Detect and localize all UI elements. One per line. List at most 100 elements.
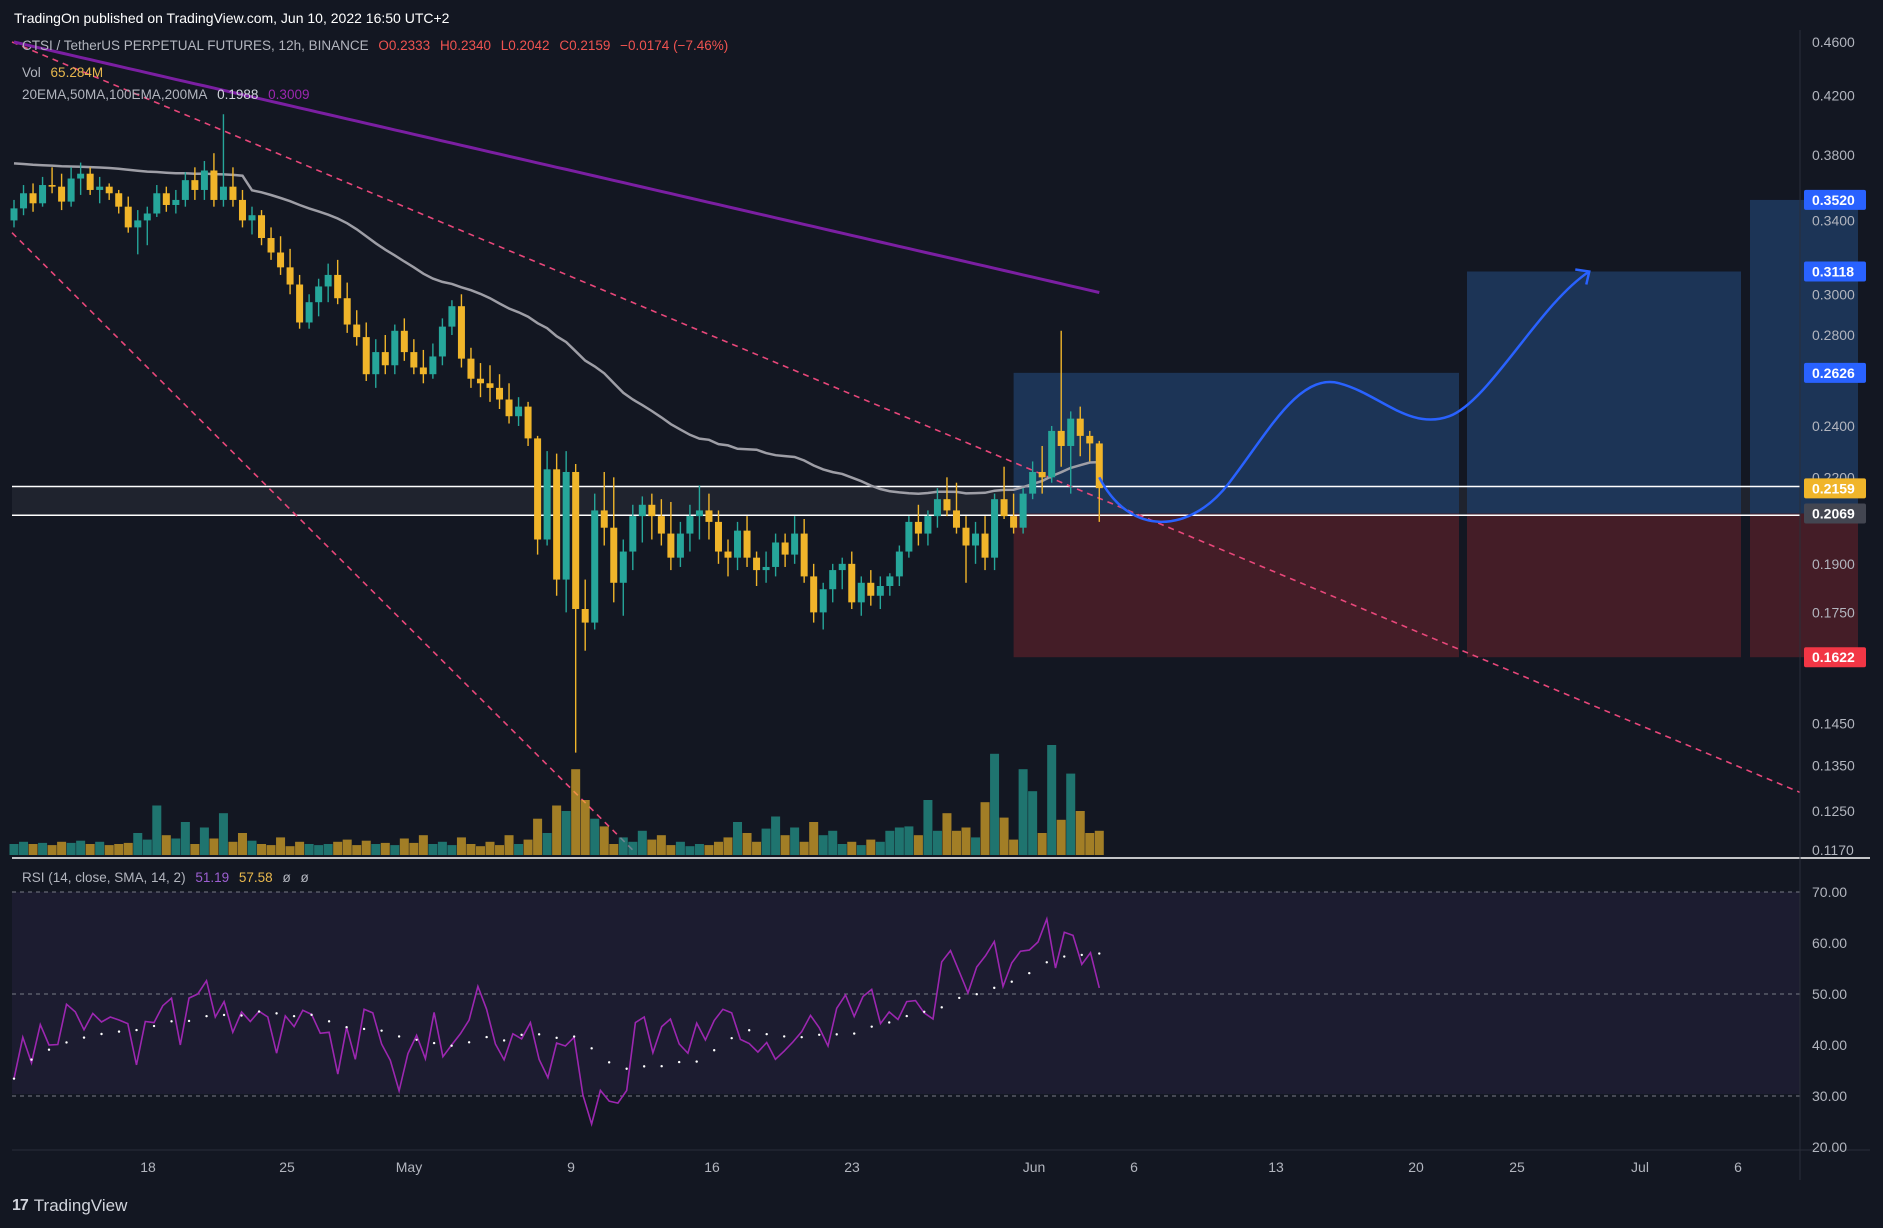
- candle-body: [1019, 493, 1027, 528]
- projection-curve: [1098, 270, 1590, 524]
- volume-bar: [704, 845, 714, 855]
- volume-bar: [799, 841, 809, 855]
- rsi-tick: 50.00: [1812, 986, 1847, 1002]
- candle-body: [876, 586, 884, 596]
- rsi-sma-dot: [625, 1067, 628, 1070]
- candle-body: [296, 284, 304, 323]
- moving-averages: [13, 40, 1100, 495]
- volume-bar: [447, 845, 457, 855]
- candle-body: [353, 324, 361, 338]
- volume-bar: [1009, 839, 1019, 855]
- volume-bar: [647, 839, 657, 855]
- volume-bar: [599, 826, 609, 855]
- time-tick: May: [396, 1159, 422, 1175]
- candle-body: [553, 469, 561, 580]
- rsi-extra-2: ø: [300, 870, 309, 885]
- volume-bar: [790, 827, 800, 855]
- time-tick: 6: [1734, 1159, 1742, 1175]
- price-marker-label: 0.2626: [1812, 365, 1855, 381]
- candle-body: [1000, 499, 1008, 517]
- volume-bar: [542, 833, 552, 855]
- rsi-sma-dot: [467, 1041, 471, 1044]
- price-axis[interactable]: 0.4600 0.4200 0.3800 0.3400 0.3000 0.2800 0.24…: [1804, 34, 1866, 1155]
- candle-body: [676, 533, 684, 558]
- candle-body: [1057, 430, 1065, 446]
- rsi-sma-dot: [310, 1013, 313, 1017]
- volume-bar: [123, 842, 133, 855]
- rsi-sma-dot: [65, 1041, 68, 1044]
- candle-body: [543, 469, 551, 540]
- low-value: L0.2042: [500, 38, 550, 53]
- rsi-sma-dot: [537, 1033, 541, 1036]
- candle-body: [238, 199, 246, 221]
- volume-bar: [237, 833, 247, 855]
- time-tick: 23: [844, 1159, 860, 1175]
- candle-body: [1086, 435, 1094, 444]
- ma-label[interactable]: 20EMA,50MA,100EMA,200MA: [22, 87, 208, 102]
- volume-bar: [694, 844, 704, 855]
- volume-bar: [504, 835, 514, 855]
- volume-bar: [133, 833, 143, 855]
- volume-bar: [685, 846, 695, 855]
- rsi-sma-dot: [205, 1014, 208, 1018]
- volume-bar: [314, 845, 324, 855]
- trendlines: [11, 41, 1801, 851]
- volume-bar: [1085, 833, 1095, 855]
- candle-body: [648, 504, 656, 517]
- volume-bar: [818, 835, 828, 855]
- volume-bar: [390, 845, 400, 855]
- candle-body: [734, 530, 742, 558]
- volume-bar: [666, 845, 676, 855]
- candle-body: [686, 516, 694, 534]
- volume-bar: [371, 844, 381, 855]
- volume-bar: [723, 837, 733, 855]
- candle-body: [524, 406, 532, 439]
- volume-bar: [485, 841, 495, 855]
- candle-body: [581, 609, 589, 623]
- target-zone-2: [1750, 199, 1858, 514]
- volume-bar: [466, 844, 476, 855]
- symbol-title[interactable]: CTSI / TetherUS PERPETUAL FUTURES, 12h, …: [22, 38, 369, 53]
- candle-body: [819, 589, 827, 613]
- volume-label[interactable]: Vol: [22, 65, 41, 80]
- candle-body: [267, 238, 275, 253]
- candle-body: [962, 527, 970, 546]
- rsi-sma-dot: [345, 1026, 348, 1029]
- time-tick: Jul: [1631, 1159, 1649, 1175]
- rsi-sma-value: 57.58: [238, 870, 273, 885]
- volume-bar: [342, 839, 352, 855]
- time-tick: 25: [279, 1159, 295, 1175]
- rsi-sma-dot: [677, 1060, 681, 1064]
- tradingview-logo-icon: 17: [12, 1197, 29, 1214]
- volume-bar: [57, 841, 67, 855]
- rsi-sma-dot: [993, 986, 996, 990]
- candle-body: [67, 178, 75, 202]
- candle-body: [505, 399, 513, 417]
- volume-bar: [828, 830, 838, 855]
- rsi-pane: [12, 30, 1870, 1180]
- candle-body: [248, 215, 256, 221]
- candle-body: [391, 330, 399, 366]
- price-marker-label: 0.3520: [1812, 192, 1855, 208]
- rsi-sma-dot: [1098, 952, 1101, 955]
- footer-brand[interactable]: 17 TradingView: [12, 1196, 127, 1216]
- time-axis[interactable]: 18 25 May 9 16 23 Jun 6 13 20 25 Jul 6: [140, 1159, 1742, 1175]
- change-value: −0.0174 (−7.46%): [620, 38, 729, 53]
- rsi-sma-dot: [695, 1060, 698, 1063]
- candle-body: [515, 406, 523, 417]
- projection-path: [1098, 268, 1591, 524]
- rsi-label[interactable]: RSI (14, close, SMA, 14, 2): [22, 870, 186, 885]
- volume-bar: [752, 841, 762, 855]
- volume-bar: [847, 841, 857, 855]
- candle-body: [286, 267, 294, 285]
- volume-bar: [180, 822, 190, 855]
- rsi-sma-dot: [923, 1010, 926, 1013]
- volume-bar: [1018, 769, 1028, 855]
- volume-bar: [742, 833, 752, 855]
- candle-body: [657, 516, 665, 534]
- volume-bar: [495, 845, 505, 855]
- rsi-sma-dot: [257, 1010, 261, 1013]
- ma-value-1: 0.1988: [217, 87, 259, 102]
- rsi-sma-dot: [380, 1029, 383, 1032]
